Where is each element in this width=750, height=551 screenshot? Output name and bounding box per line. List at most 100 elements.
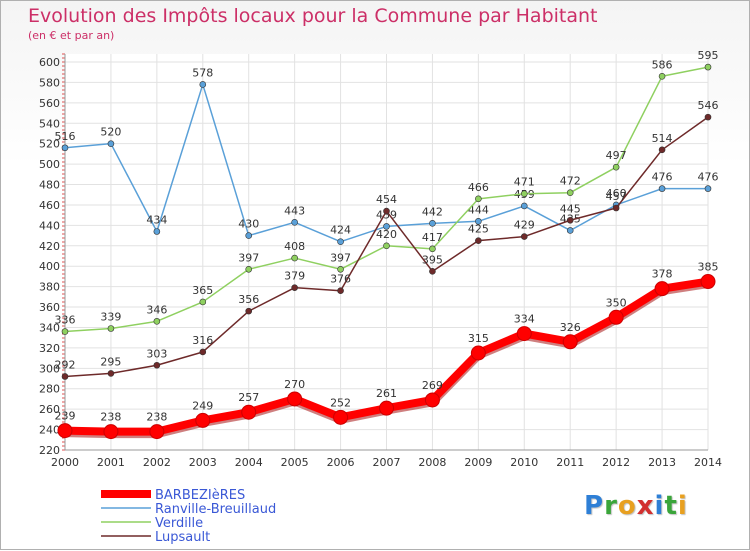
y-tick-label: 460 xyxy=(39,199,60,212)
data-point xyxy=(61,328,69,335)
data-label: 326 xyxy=(560,321,581,334)
data-point xyxy=(658,185,666,192)
data-point xyxy=(475,195,482,203)
data-point xyxy=(566,189,574,196)
data-point xyxy=(704,113,712,121)
y-tick-label: 500 xyxy=(39,158,60,171)
data-label: 471 xyxy=(514,176,535,189)
data-point xyxy=(566,216,574,224)
logo-letter: o xyxy=(617,491,637,521)
data-label: 454 xyxy=(376,193,397,206)
data-point xyxy=(333,409,349,425)
y-tick-label: 540 xyxy=(39,117,60,130)
data-point xyxy=(429,220,436,227)
data-label: 385 xyxy=(698,261,719,274)
series-ranville-breuillaud: 5165204345784304434244394424444594354604… xyxy=(55,66,719,246)
data-label: 443 xyxy=(284,204,305,217)
logo-letter: i xyxy=(677,491,688,521)
data-label: 430 xyxy=(238,218,259,231)
series-lupsault: 292 295 303 316 356 379 376 454 395 425 429 445 457 5… xyxy=(55,99,719,380)
y-tick-label: 440 xyxy=(39,219,60,232)
data-label: 460 xyxy=(606,187,627,200)
data-label: 379 xyxy=(284,270,305,283)
data-label: 395 xyxy=(422,253,443,266)
data-label: 476 xyxy=(698,171,719,184)
y-tick-label: 320 xyxy=(39,342,60,355)
logo-letter: r xyxy=(604,491,618,521)
data-label: 586 xyxy=(652,58,673,71)
data-point xyxy=(107,370,115,377)
data-label: 295 xyxy=(100,355,121,368)
series-verdille: 336 339 346 365 397 408 397 420 417 466 471 472 497 5… xyxy=(55,49,719,335)
data-point xyxy=(383,207,390,215)
x-tick-label: 2000 xyxy=(51,456,79,469)
legend-label: Verdille xyxy=(155,516,203,531)
data-label: 261 xyxy=(376,387,397,400)
data-point xyxy=(291,284,298,291)
y-tick-label: 300 xyxy=(39,362,60,375)
data-label: 303 xyxy=(146,347,167,360)
y-tick-label: 380 xyxy=(39,281,60,294)
data-point xyxy=(291,254,298,262)
chart-subtitle: (en € et par an) xyxy=(28,29,115,42)
data-point xyxy=(608,309,624,325)
y-tick-label: 560 xyxy=(39,97,60,110)
data-point xyxy=(153,228,161,235)
data-point xyxy=(379,400,394,416)
x-tick-label: 2014 xyxy=(694,456,722,469)
data-label: 269 xyxy=(422,379,443,392)
data-label: 546 xyxy=(698,99,719,112)
x-tick-label: 2003 xyxy=(189,456,217,469)
data-label: 442 xyxy=(422,205,443,218)
y-tick-label: 360 xyxy=(39,301,60,314)
series-barbezi-res: 239 238 238 249 257 270 252 261 269 315 334 326 350 3… xyxy=(55,261,719,440)
data-label: 249 xyxy=(192,399,213,412)
data-label: 429 xyxy=(514,219,535,232)
data-point xyxy=(337,238,344,246)
data-point xyxy=(475,237,482,244)
data-point xyxy=(107,325,115,332)
data-point xyxy=(107,140,115,147)
data-point xyxy=(520,233,528,240)
data-point xyxy=(383,223,390,230)
data-point xyxy=(337,265,344,273)
x-tick-label: 2013 xyxy=(648,456,676,469)
y-tick-label: 600 xyxy=(39,56,60,69)
y-tick-label: 220 xyxy=(39,444,60,457)
y-tick-label: 520 xyxy=(39,138,60,151)
legend-label: Ranville-Breuillaud xyxy=(155,502,276,517)
y-tick-label: 400 xyxy=(39,260,60,273)
data-point xyxy=(700,274,716,290)
data-point xyxy=(704,185,712,192)
y-tick-label: 260 xyxy=(39,403,60,416)
x-tick-label: 2010 xyxy=(510,456,538,469)
data-point xyxy=(562,334,578,350)
data-label: 420 xyxy=(376,228,397,241)
data-label: 497 xyxy=(606,149,627,162)
y-tick-label: 480 xyxy=(39,179,60,192)
data-point xyxy=(612,204,620,212)
data-label: 238 xyxy=(146,411,167,424)
data-label: 334 xyxy=(514,313,535,326)
data-label: 417 xyxy=(422,231,443,244)
chart-title: Evolution des Impôts locaux pour la Comm… xyxy=(28,5,598,27)
data-label: 316 xyxy=(192,334,213,347)
data-point xyxy=(383,242,390,250)
data-label: 578 xyxy=(192,66,213,79)
data-label: 292 xyxy=(55,358,76,371)
y-tick-label: 240 xyxy=(39,424,60,437)
data-label: 434 xyxy=(146,213,167,226)
data-point xyxy=(61,373,69,380)
data-label: 252 xyxy=(330,396,351,409)
data-point xyxy=(337,287,344,295)
x-tick-label: 2012 xyxy=(602,456,630,469)
data-point xyxy=(612,163,620,171)
legend-label: BARBEZIèRES xyxy=(155,488,245,503)
data-point xyxy=(57,423,73,439)
data-label: 238 xyxy=(100,411,121,424)
y-tick-label: 340 xyxy=(39,321,60,334)
data-label: 397 xyxy=(238,251,259,264)
data-label: 476 xyxy=(652,171,673,184)
